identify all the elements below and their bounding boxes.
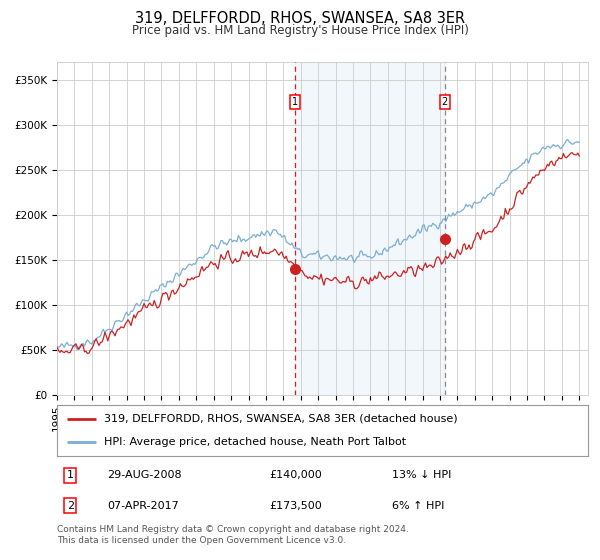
Text: Price paid vs. HM Land Registry's House Price Index (HPI): Price paid vs. HM Land Registry's House … <box>131 24 469 36</box>
Text: £173,500: £173,500 <box>269 501 322 511</box>
Text: Contains HM Land Registry data © Crown copyright and database right 2024.: Contains HM Land Registry data © Crown c… <box>57 525 409 534</box>
Text: HPI: Average price, detached house, Neath Port Talbot: HPI: Average price, detached house, Neat… <box>104 437 406 447</box>
Text: 1: 1 <box>67 470 74 480</box>
Text: 2: 2 <box>67 501 74 511</box>
Text: 319, DELFFORDD, RHOS, SWANSEA, SA8 3ER (detached house): 319, DELFFORDD, RHOS, SWANSEA, SA8 3ER (… <box>104 414 457 424</box>
Text: This data is licensed under the Open Government Licence v3.0.: This data is licensed under the Open Gov… <box>57 536 346 545</box>
Text: 07-APR-2017: 07-APR-2017 <box>107 501 179 511</box>
Text: 13% ↓ HPI: 13% ↓ HPI <box>392 470 451 480</box>
Text: 29-AUG-2008: 29-AUG-2008 <box>107 470 182 480</box>
Text: £140,000: £140,000 <box>269 470 322 480</box>
Text: 319, DELFFORDD, RHOS, SWANSEA, SA8 3ER: 319, DELFFORDD, RHOS, SWANSEA, SA8 3ER <box>135 11 465 26</box>
Bar <box>295 62 445 395</box>
Text: 6% ↑ HPI: 6% ↑ HPI <box>392 501 444 511</box>
Text: 2: 2 <box>442 97 448 106</box>
Text: 1: 1 <box>292 97 298 106</box>
